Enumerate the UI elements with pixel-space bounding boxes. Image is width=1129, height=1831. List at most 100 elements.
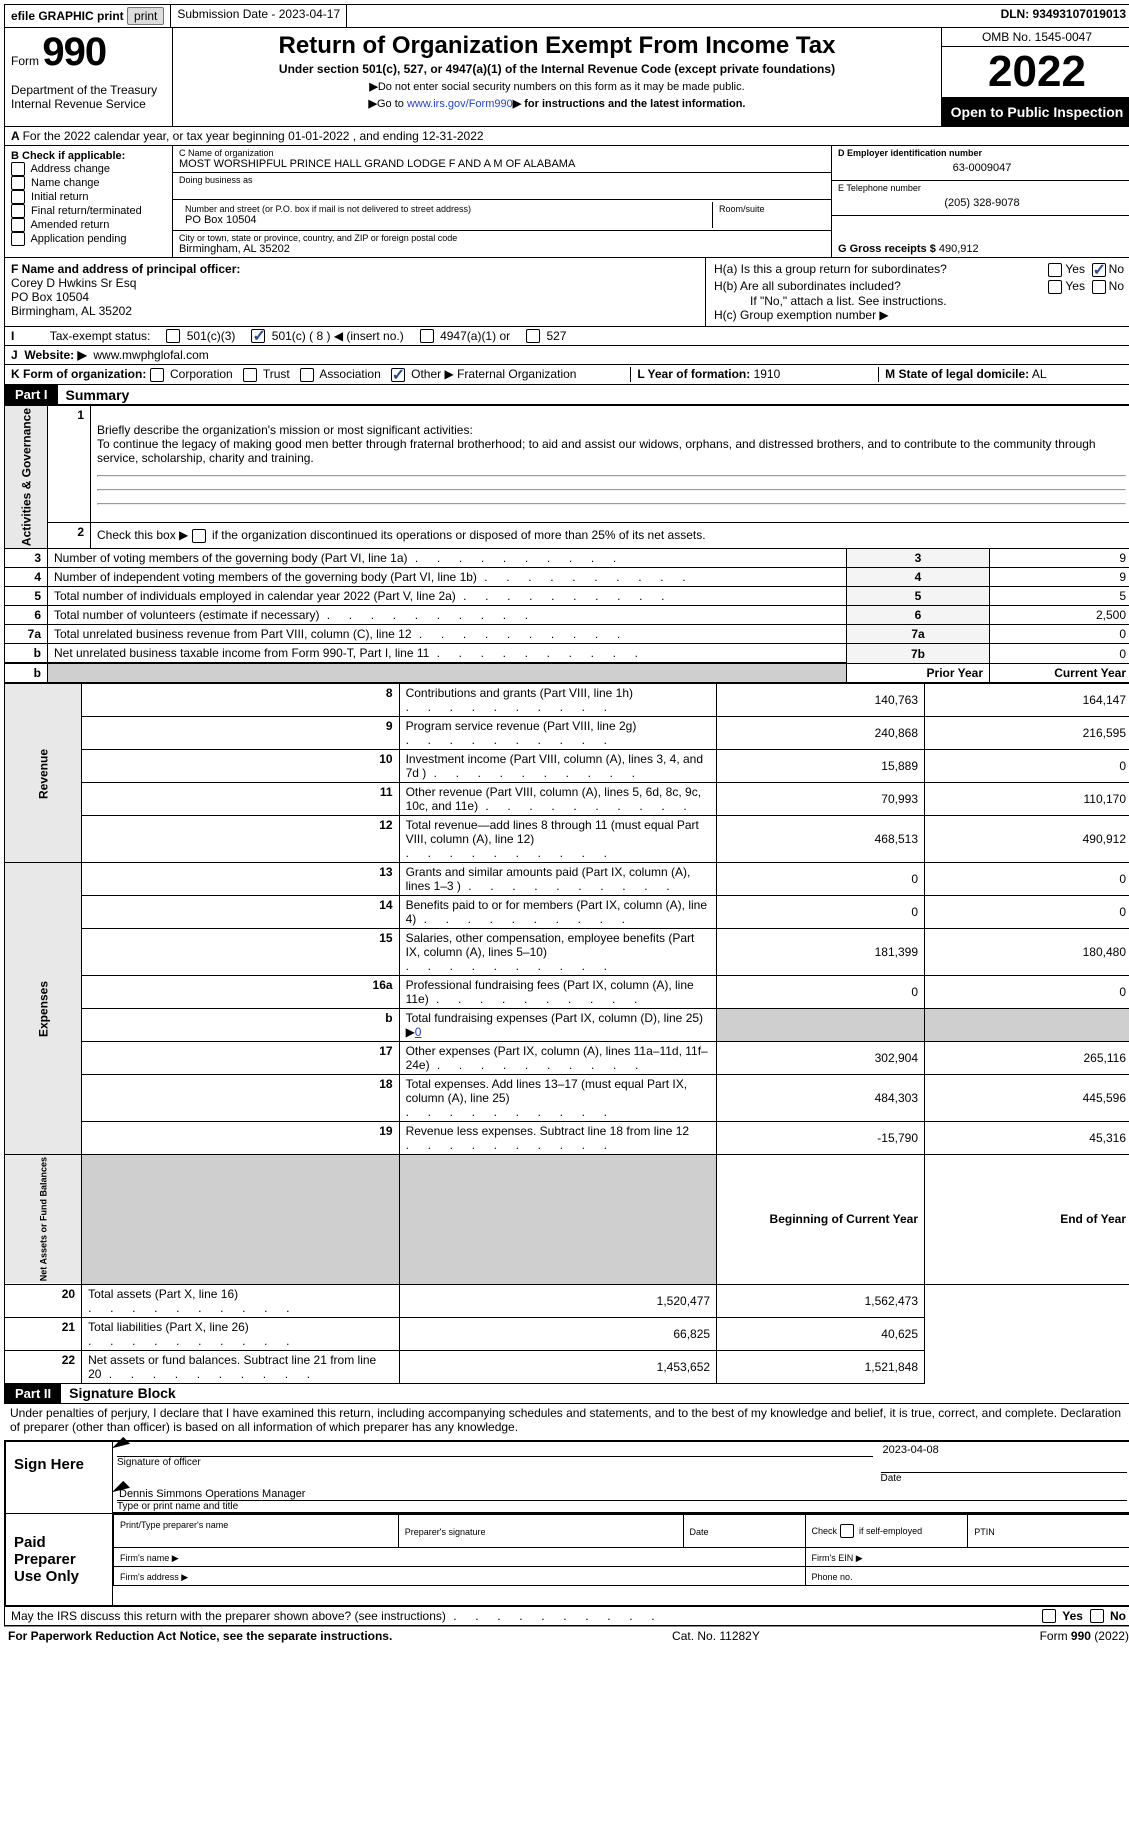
k-other[interactable] — [391, 368, 405, 382]
officer-addr1: PO Box 10504 — [11, 290, 89, 304]
header-bar: efile GRAPHIC print print Submission Dat… — [4, 4, 1129, 28]
prep-name-label: Print/Type preparer's name — [120, 1520, 228, 1530]
ha-yes[interactable] — [1048, 263, 1062, 277]
print-button[interactable]: print — [127, 7, 164, 25]
line-l-label: L Year of formation: — [637, 367, 750, 381]
sig-officer-label: Signature of officer — [113, 1457, 877, 1468]
tax-year: 2022 — [942, 47, 1129, 98]
q1-label: Briefly describe the organization's miss… — [97, 423, 473, 437]
k-opt[interactable] — [243, 368, 257, 382]
self-employed-check[interactable] — [840, 1524, 854, 1538]
form-word: Form — [11, 54, 39, 68]
part1-title: Summary — [58, 387, 130, 403]
city-label: City or town, state or province, country… — [179, 233, 825, 243]
gross-receipts-value: 490,912 — [939, 243, 979, 255]
hb-yes[interactable] — [1048, 280, 1062, 294]
website-value: www.mwphglofal.com — [93, 348, 208, 362]
boxb-check[interactable] — [11, 162, 25, 176]
box-b-header: B Check if applicable: — [11, 150, 125, 162]
open-to-public: Open to Public Inspection — [942, 98, 1129, 126]
line-a-text: For the 2022 calendar year, or tax year … — [23, 129, 484, 143]
side-activities: Activities & Governance — [5, 406, 48, 549]
part1-hdr: Part I — [5, 385, 58, 404]
discuss-no[interactable] — [1090, 1609, 1104, 1623]
k-other-value: Fraternal Organization — [457, 367, 576, 381]
instr-ssn: Do not enter social security numbers on … — [378, 81, 745, 93]
line-i-label: Tax-exempt status: — [50, 329, 151, 343]
line-l-value: 1910 — [754, 367, 781, 381]
ein-label: D Employer identification number — [838, 148, 982, 158]
return-subtitle: Under section 501(c), 527, or 4947(a)(1)… — [181, 62, 933, 76]
ein-value: 63-0009047 — [838, 158, 1126, 178]
phone-label: E Telephone number — [838, 183, 1126, 193]
line-k-label: K Form of organization: — [11, 367, 146, 381]
prep-date-label: Date — [690, 1527, 709, 1537]
line-m-value: AL — [1032, 367, 1047, 381]
i-501c3[interactable] — [166, 329, 180, 343]
i-501c[interactable] — [251, 329, 265, 343]
cat-no: Cat. No. 11282Y — [672, 1629, 760, 1643]
hb-note: If "No," attach a list. See instructions… — [714, 294, 1124, 308]
firm-addr-label: Firm's address ▶ — [120, 1572, 188, 1582]
section-bcdeg: B Check if applicable: Address change Na… — [4, 146, 1129, 258]
efile-label: efile GRAPHIC print — [11, 9, 124, 23]
side-netassets: Net Assets or Fund Balances — [5, 1155, 82, 1284]
dln: DLN: 93493107019013 — [347, 5, 1129, 27]
line-m-label: M State of legal domicile: — [885, 367, 1029, 381]
firm-name-label: Firm's name ▶ — [120, 1553, 179, 1563]
gross-receipts-label: G Gross receipts $ — [838, 243, 936, 255]
hb-label: H(b) Are all subordinates included? — [714, 279, 901, 294]
form-number: 990 — [42, 30, 106, 74]
phone-value: (205) 328-9078 — [838, 193, 1126, 213]
boxb-check[interactable] — [11, 190, 25, 204]
boxb-check[interactable] — [11, 204, 25, 218]
hb-no[interactable] — [1092, 280, 1106, 294]
bcy-hdr: Beginning of Current Year — [717, 1155, 925, 1284]
part2-header: Part II Signature Block — [4, 1384, 1129, 1404]
section-fh: F Name and address of principal officer:… — [4, 258, 1129, 327]
hc-label: H(c) Group exemption number ▶ — [714, 308, 1124, 322]
sign-here: Sign Here — [6, 1442, 113, 1513]
website-label: Website: ▶ — [24, 348, 86, 362]
boxb-check[interactable] — [11, 218, 25, 232]
k-opt[interactable] — [300, 368, 314, 382]
q2-checkbox[interactable] — [192, 529, 206, 543]
boxb-check[interactable] — [11, 176, 25, 190]
officer-addr2: Birmingham, AL 35202 — [11, 304, 132, 318]
instr-goto-post: for instructions and the latest informat… — [513, 98, 746, 110]
prior-year-hdr: Prior Year — [847, 663, 990, 683]
omb-number: OMB No. 1545-0047 — [942, 28, 1129, 47]
officer-name: Corey D Hwkins Sr Esq — [11, 276, 136, 290]
current-year-hdr: Current Year — [990, 663, 1129, 683]
dba-label: Doing business as — [179, 175, 825, 185]
irs-label: Internal Revenue Service — [11, 97, 166, 111]
box-f-label: F Name and address of principal officer: — [11, 262, 240, 276]
street-value: PO Box 10504 — [185, 214, 706, 226]
discuss-yes[interactable] — [1042, 1609, 1056, 1623]
instr-goto-pre: Go to — [377, 98, 407, 110]
footer: For Paperwork Reduction Act Notice, see … — [4, 1626, 1129, 1645]
box-c-name-label: C Name of organization — [179, 148, 825, 158]
part2-title: Signature Block — [61, 1385, 176, 1401]
return-title: Return of Organization Exempt From Incom… — [181, 32, 933, 60]
sig-date: 2023-04-08 — [877, 1442, 1129, 1458]
city-value: Birmingham, AL 35202 — [179, 243, 825, 255]
boxb-check[interactable] — [11, 232, 25, 246]
k-opt[interactable] — [150, 368, 164, 382]
room-label: Room/suite — [719, 204, 819, 214]
prep-sig-label: Preparer's signature — [405, 1527, 486, 1537]
discuss-label: May the IRS discuss this return with the… — [11, 1609, 446, 1623]
street-label: Number and street (or P.O. box if mail i… — [185, 204, 706, 214]
firm-ein-label: Firm's EIN ▶ — [812, 1553, 863, 1563]
submission-date: Submission Date - 2023-04-17 — [171, 5, 347, 27]
part2-hdr: Part II — [5, 1384, 61, 1403]
ptin-label: PTIN — [974, 1527, 995, 1537]
date-label: Date — [877, 1473, 1129, 1484]
signature-block: Sign Here Signature of officer 2023-04-0… — [4, 1440, 1129, 1607]
ha-no[interactable] — [1092, 263, 1106, 277]
firm-phone-label: Phone no. — [812, 1572, 853, 1582]
form990-link[interactable]: www.irs.gov/Form990 — [407, 98, 513, 110]
pra-notice: For Paperwork Reduction Act Notice, see … — [8, 1629, 392, 1643]
i-527[interactable] — [526, 329, 540, 343]
i-4947[interactable] — [420, 329, 434, 343]
